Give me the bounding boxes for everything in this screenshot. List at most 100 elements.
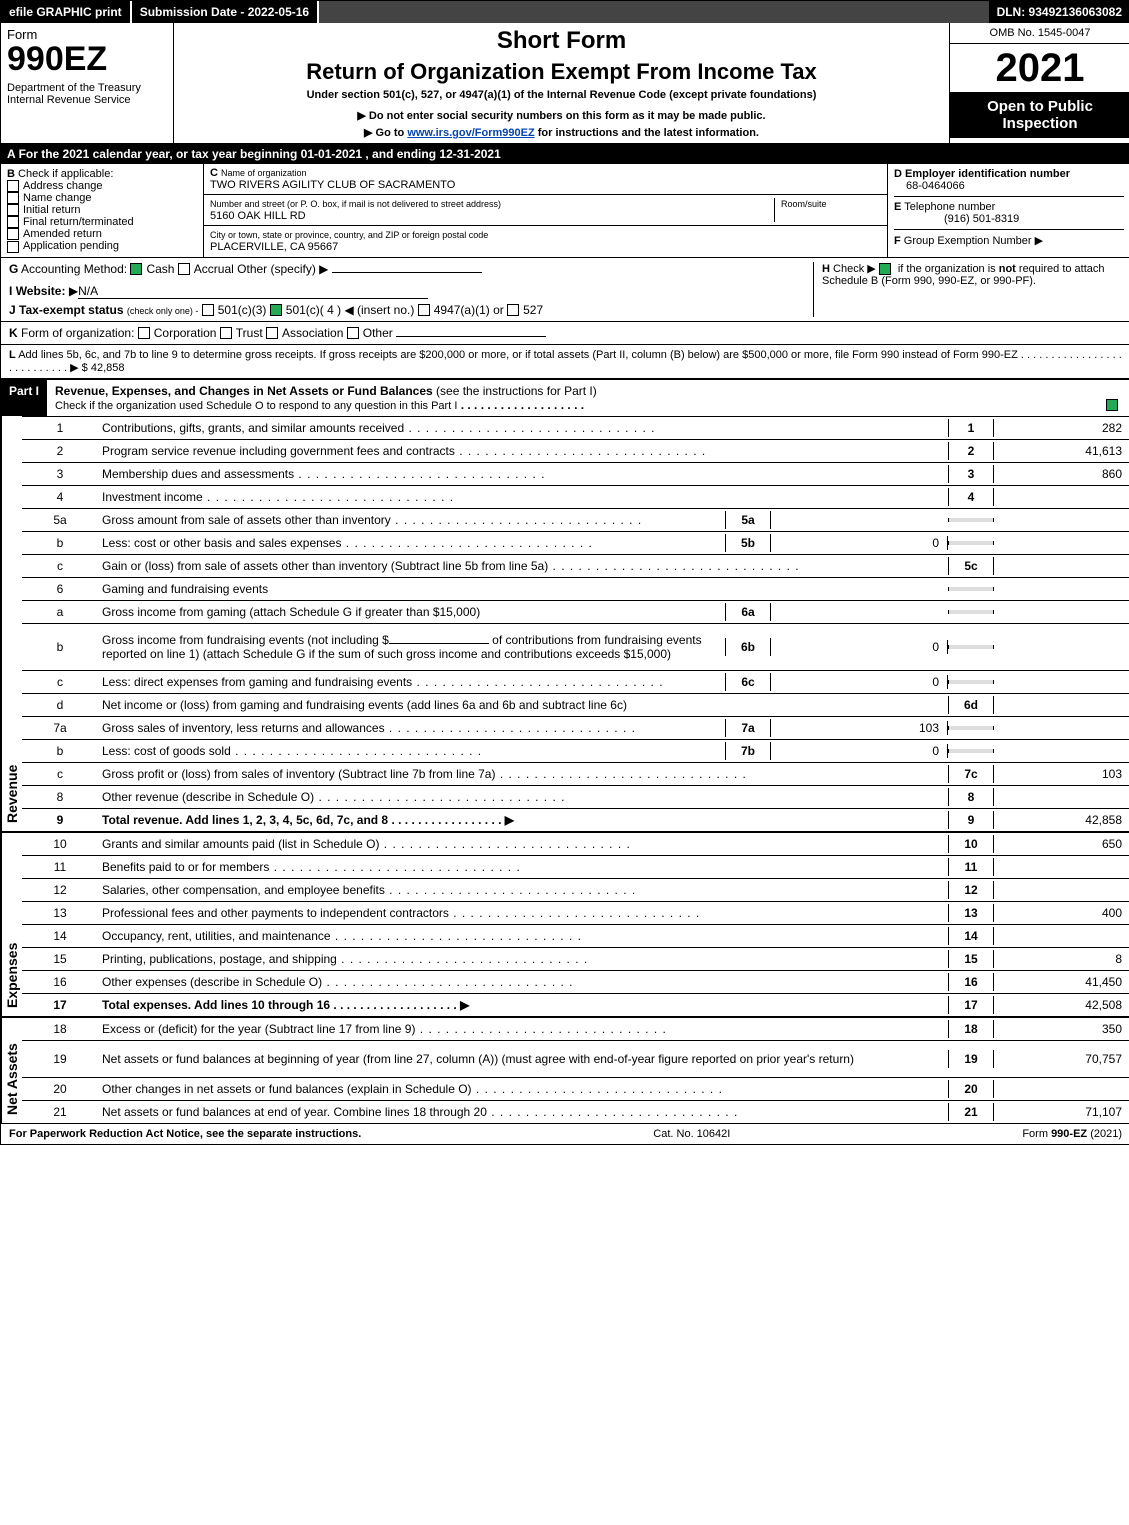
efile-label: efile GRAPHIC print: [1, 1, 130, 23]
l13-desc: Professional fees and other payments to …: [98, 906, 948, 920]
l21-rv: 71,107: [994, 1105, 1129, 1119]
l6a-rn-shade: [948, 610, 994, 614]
l3-rv: 860: [994, 467, 1129, 481]
l18-num: 18: [22, 1022, 98, 1036]
b-label: Check if applicable:: [18, 168, 113, 180]
l7a-mv: 103: [771, 721, 948, 735]
chk-address-change[interactable]: [7, 180, 19, 192]
i-label: Website:: [16, 284, 66, 298]
l14-desc: Occupancy, rent, utilities, and maintena…: [98, 929, 948, 943]
l3-num: 3: [22, 467, 98, 481]
l6a-mn: 6a: [725, 603, 771, 621]
l9-rn: 9: [948, 811, 994, 829]
chk-sched-b[interactable]: [879, 263, 891, 275]
l13-rn: 13: [948, 904, 994, 922]
chk-assoc[interactable]: [266, 327, 278, 339]
l6a-num: a: [22, 605, 98, 619]
l6-rn-shade: [948, 587, 994, 591]
l4-num: 4: [22, 490, 98, 504]
l9-desc: Total revenue. Add lines 1, 2, 3, 4, 5c,…: [98, 813, 948, 827]
l16-desc: Other expenses (describe in Schedule O): [98, 975, 948, 989]
opt-527: 527: [523, 303, 543, 317]
chk-other-org[interactable]: [347, 327, 359, 339]
l5b-rn-shade: [948, 541, 994, 545]
l15-rn: 15: [948, 950, 994, 968]
part1-check-text: Check if the organization used Schedule …: [55, 400, 457, 412]
top-bar: efile GRAPHIC print Submission Date - 20…: [1, 1, 1129, 23]
l7b-rn-shade: [948, 749, 994, 753]
section-a: A For the 2021 calendar year, or tax yea…: [1, 144, 1129, 164]
l7c-num: c: [22, 767, 98, 781]
chk-527[interactable]: [507, 304, 519, 316]
l1-rv: 282: [994, 421, 1129, 435]
opt-accrual: Accrual: [194, 262, 234, 276]
l6b-d1: Gross income from fundraising events (no…: [102, 633, 389, 647]
l6b-mv: 0: [771, 640, 948, 654]
chk-4947[interactable]: [418, 304, 430, 316]
chk-corp[interactable]: [138, 327, 150, 339]
chk-cash[interactable]: [130, 263, 142, 275]
l7b-mv: 0: [771, 744, 948, 758]
l5c-desc: Gain or (loss) from sale of assets other…: [98, 559, 948, 573]
goto-link[interactable]: www.irs.gov/Form990EZ: [407, 127, 534, 139]
l3-rn: 3: [948, 465, 994, 483]
l6d-desc: Net income or (loss) from gaming and fun…: [98, 698, 948, 712]
f-arrow: ▶: [1035, 235, 1043, 247]
l13-rv: 400: [994, 906, 1129, 920]
header-center: Short Form Return of Organization Exempt…: [174, 23, 949, 143]
gross-receipts: $ 42,858: [82, 362, 125, 374]
l8-num: 8: [22, 790, 98, 804]
header-right: OMB No. 1545-0047 2021 Open to Public In…: [949, 23, 1129, 143]
l5b-mn: 5b: [725, 534, 771, 552]
footer-right: Form 990-EZ (2021): [1022, 1128, 1122, 1140]
l12-num: 12: [22, 883, 98, 897]
part1-header-row: Part I Revenue, Expenses, and Changes in…: [1, 379, 1129, 416]
l5b-mv: 0: [771, 536, 948, 550]
chk-accrual[interactable]: [178, 263, 190, 275]
chk-schedule-o[interactable]: [1106, 399, 1118, 411]
c-room-label: Room/suite: [781, 199, 827, 209]
chk-501c3[interactable]: [202, 304, 214, 316]
expenses-vlabel: Expenses: [1, 833, 22, 1016]
section-k: K Form of organization: Corporation Trus…: [1, 322, 1129, 345]
l6-desc: Gaming and fundraising events: [98, 582, 948, 596]
l-text: Add lines 5b, 6c, and 7b to line 9 to de…: [18, 349, 1018, 361]
l13-num: 13: [22, 906, 98, 920]
l2-desc: Program service revenue including govern…: [98, 444, 948, 458]
l20-num: 20: [22, 1082, 98, 1096]
org-name: TWO RIVERS AGILITY CLUB OF SACRAMENTO: [210, 179, 455, 191]
opt-other-specify: Other (specify): [237, 262, 316, 276]
l10-num: 10: [22, 837, 98, 851]
l7a-mn: 7a: [725, 719, 771, 737]
l6a-desc: Gross income from gaming (attach Schedul…: [98, 605, 725, 619]
l18-rn: 18: [948, 1020, 994, 1038]
short-form-label: Short Form: [180, 27, 943, 55]
l3-desc: Membership dues and assessments: [98, 467, 948, 481]
section-l: L Add lines 5b, 6c, and 7b to line 9 to …: [1, 345, 1129, 379]
l-arrow: ▶: [70, 362, 78, 374]
chk-trust[interactable]: [220, 327, 232, 339]
l7a-rn-shade: [948, 726, 994, 730]
l17-rn: 17: [948, 996, 994, 1014]
goto-line: ▶ Go to www.irs.gov/Form990EZ for instru…: [180, 126, 943, 139]
opt-501c: 501(c)( 4 ) ◀ (insert no.): [286, 303, 415, 317]
netassets-section: Net Assets 18Excess or (deficit) for the…: [1, 1016, 1129, 1123]
l16-rn: 16: [948, 973, 994, 991]
chk-name-change[interactable]: [7, 192, 19, 204]
form-number: 990EZ: [7, 42, 167, 76]
l7b-mn: 7b: [725, 742, 771, 760]
revenue-section: Revenue 1Contributions, gifts, grants, a…: [1, 416, 1129, 831]
chk-501c[interactable]: [270, 304, 282, 316]
chk-final-return[interactable]: [7, 216, 19, 228]
chk-amended-return[interactable]: [7, 228, 19, 240]
l6d-num: d: [22, 698, 98, 712]
l18-desc: Excess or (deficit) for the year (Subtra…: [98, 1022, 948, 1036]
l1-desc: Contributions, gifts, grants, and simila…: [98, 421, 948, 435]
l5b-num: b: [22, 536, 98, 550]
l5c-rn: 5c: [948, 557, 994, 575]
footer-mid: Cat. No. 10642I: [653, 1128, 730, 1140]
chk-initial-return[interactable]: [7, 204, 19, 216]
l6c-num: c: [22, 675, 98, 689]
l12-desc: Salaries, other compensation, and employ…: [98, 883, 948, 897]
chk-application-pending[interactable]: [7, 241, 19, 253]
